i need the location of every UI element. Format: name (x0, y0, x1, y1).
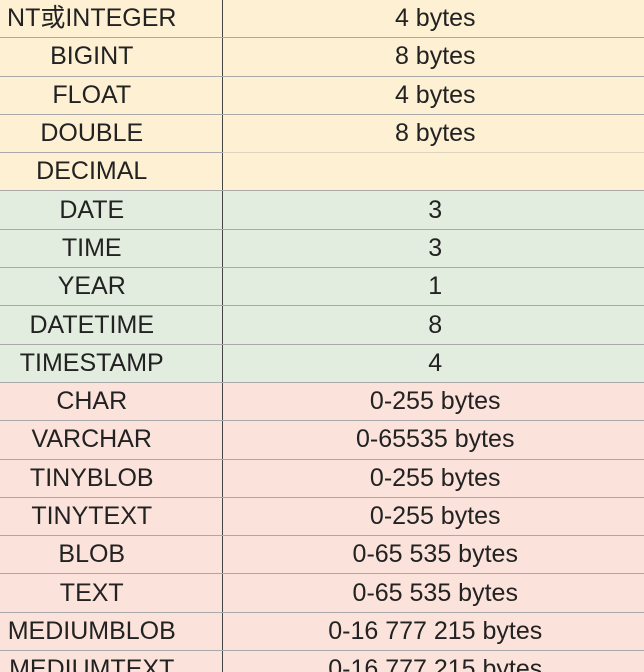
size-cell[interactable] (222, 152, 644, 192)
type-cell[interactable]: BIGINT (0, 37, 223, 77)
type-cell[interactable]: DATE (0, 190, 223, 230)
table-row-int-integer: NT或INTEGER 4 bytes (0, 0, 644, 39)
table-row-mediumblob: MEDIUMBLOB 0-16 777 215 bytes (0, 612, 644, 652)
table-row-blob: BLOB 0-65 535 bytes (0, 535, 644, 575)
type-cell[interactable]: TINYTEXT (0, 497, 223, 537)
type-cell[interactable]: VARCHAR (0, 420, 223, 460)
table-row-tinyblob: TINYBLOB 0-255 bytes (0, 459, 644, 498)
type-cell[interactable]: DECIMAL (0, 152, 223, 192)
type-cell[interactable]: TIMESTAMP (0, 344, 223, 383)
table-row-time: TIME 3 (0, 229, 644, 269)
size-cell[interactable]: 0-16 777 215 bytes (222, 612, 644, 652)
table-row-text: TEXT 0-65 535 bytes (0, 573, 644, 613)
table-row-timestamp: TIMESTAMP 4 (0, 344, 644, 383)
size-cell[interactable]: 8 (222, 305, 644, 345)
size-cell[interactable]: 8 bytes (222, 37, 644, 77)
size-cell[interactable]: 0-65535 bytes (222, 420, 644, 460)
type-cell[interactable]: CHAR (0, 382, 223, 422)
size-cell[interactable]: 8 bytes (222, 114, 644, 154)
table-row-tinytext: TINYTEXT 0-255 bytes (0, 497, 644, 537)
type-cell[interactable]: MEDIUMTEXT (0, 650, 223, 672)
size-cell[interactable]: 0-16 777 215 bytes (222, 650, 644, 672)
type-cell[interactable]: NT或INTEGER (0, 0, 223, 39)
size-cell[interactable]: 3 (222, 190, 644, 230)
table-row-float: FLOAT 4 bytes (0, 76, 644, 115)
table-row-date: DATE 3 (0, 190, 644, 230)
type-cell[interactable]: MEDIUMBLOB (0, 612, 223, 652)
size-cell[interactable]: 0-255 bytes (222, 459, 644, 498)
type-cell[interactable]: FLOAT (0, 76, 223, 115)
type-cell[interactable]: BLOB (0, 535, 223, 575)
table-row-decimal: DECIMAL (0, 152, 644, 192)
size-cell[interactable]: 4 bytes (222, 0, 644, 39)
size-cell[interactable]: 4 bytes (222, 76, 644, 115)
table-row-double: DOUBLE 8 bytes (0, 114, 644, 154)
table-row-datetime: DATETIME 8 (0, 305, 644, 345)
table-row-varchar: VARCHAR 0-65535 bytes (0, 420, 644, 460)
size-cell[interactable]: 4 (222, 344, 644, 383)
type-cell[interactable]: DOUBLE (0, 114, 223, 154)
size-cell[interactable]: 0-255 bytes (222, 497, 644, 537)
table-row-mediumtext: MEDIUMTEXT 0-16 777 215 bytes (0, 650, 644, 672)
size-cell[interactable]: 3 (222, 229, 644, 269)
type-cell[interactable]: TIME (0, 229, 223, 269)
type-cell[interactable]: TEXT (0, 573, 223, 613)
table-row-char: CHAR 0-255 bytes (0, 382, 644, 422)
table-row-bigint: BIGINT 8 bytes (0, 37, 644, 77)
size-cell[interactable]: 0-255 bytes (222, 382, 644, 422)
table-row-year: YEAR 1 (0, 267, 644, 307)
size-cell[interactable]: 0-65 535 bytes (222, 573, 644, 613)
type-cell[interactable]: TINYBLOB (0, 459, 223, 498)
type-cell[interactable]: YEAR (0, 267, 223, 307)
size-cell[interactable]: 1 (222, 267, 644, 307)
size-cell[interactable]: 0-65 535 bytes (222, 535, 644, 575)
type-cell[interactable]: DATETIME (0, 305, 223, 345)
